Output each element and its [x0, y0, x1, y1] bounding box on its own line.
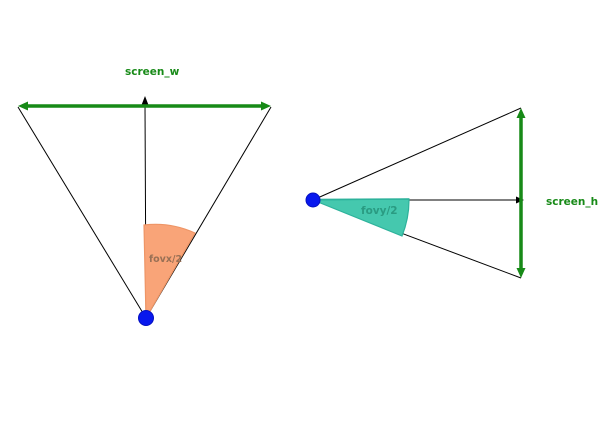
side-view-eye-dot: [305, 192, 321, 208]
arrow-down-icon: [516, 268, 526, 278]
screen-w-label: screen_w: [125, 66, 180, 78]
screen-h-label: screen_h: [546, 196, 599, 208]
side-view-frustum-top-edge: [312, 107, 522, 201]
fovx-wedge: [143, 223, 196, 321]
arrow-up-icon: [141, 96, 149, 105]
fovx-half-angle-label: fovx/2: [149, 254, 183, 265]
fovy-wedge: [312, 198, 410, 237]
fovy-half-angle-label: fovy/2: [361, 205, 398, 217]
top-view-frustum-left-edge: [17, 106, 147, 319]
fovy-wedge-top-edge: [312, 198, 410, 201]
arrow-left-icon: [18, 101, 28, 111]
top-view-eye-dot: [138, 310, 154, 326]
arrow-up-icon: [516, 108, 526, 118]
arrow-right-icon: [261, 101, 271, 111]
